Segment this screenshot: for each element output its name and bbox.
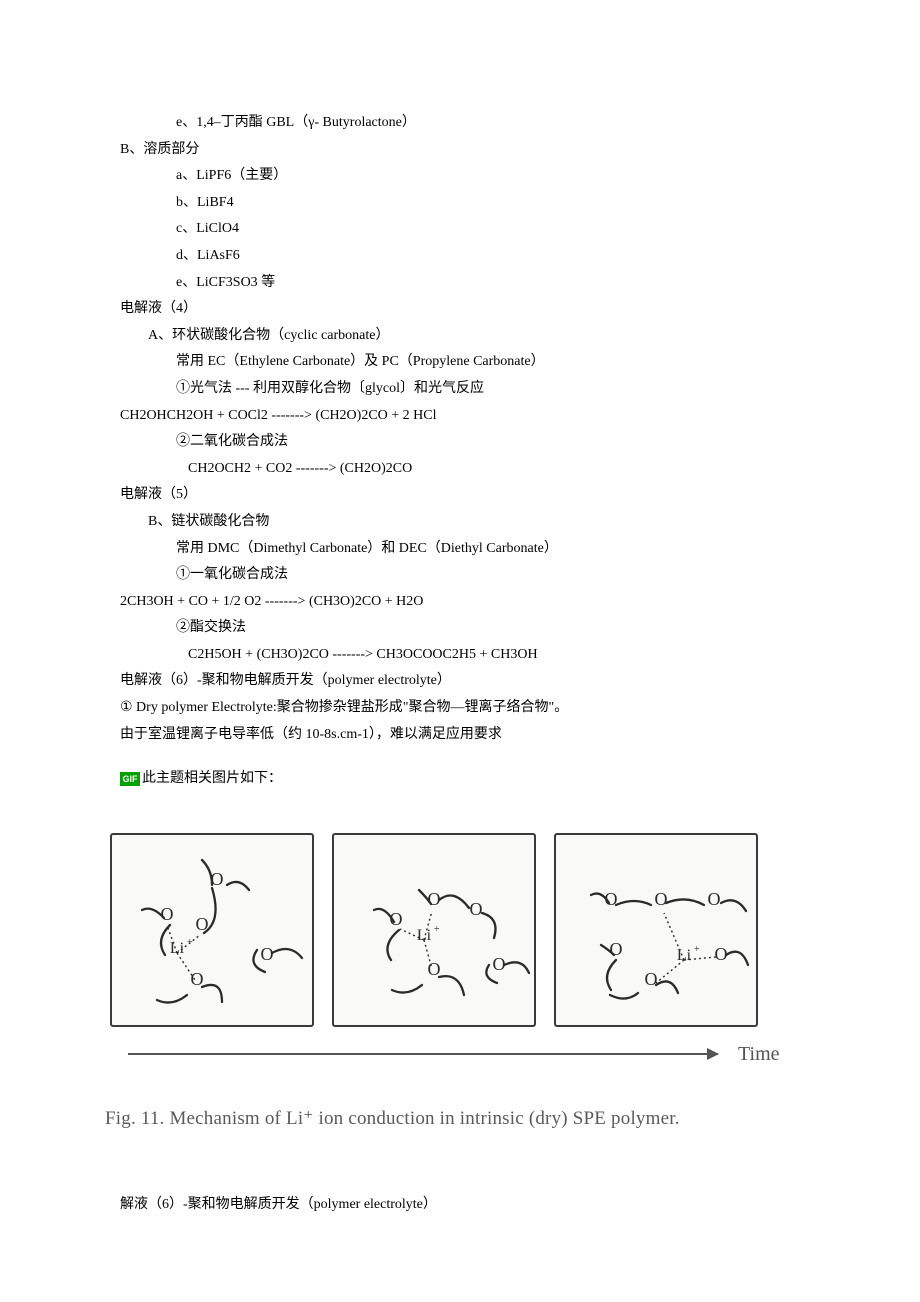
time-arrow	[128, 1053, 718, 1055]
text-line: CH2OCH2 + CO2 -------> (CH2O)2CO	[120, 456, 800, 483]
figure-panel: O O O O O O Li+	[554, 833, 758, 1027]
text-line: 常用 EC（Ethylene Carbonate）及 PC（Propylene …	[120, 349, 800, 376]
text-body: e、1,4–丁丙酯 GBL（γ- Butyrolactone）B、溶质部分a、L…	[120, 110, 800, 748]
time-label: Time	[738, 1035, 780, 1073]
text-line: ①光气法 --- 利用双醇化合物〔glycol〕和光气反应	[120, 376, 800, 403]
svg-text:O: O	[610, 939, 623, 959]
text-line: 电解液（4）	[120, 296, 800, 323]
text-line: ②酯交换法	[120, 615, 800, 642]
text-line: 常用 DMC（Dimethyl Carbonate）和 DEC（Diethyl …	[120, 536, 800, 563]
footer-line: 解液（6）-聚和物电解质开发（polymer electrolyte）	[120, 1192, 800, 1219]
svg-text:+: +	[694, 944, 700, 955]
svg-text:Li: Li	[417, 927, 432, 944]
svg-text:O: O	[605, 889, 618, 909]
text-line: C2H5OH + (CH3O)2CO -------> CH3OCOOC2H5 …	[120, 642, 800, 669]
svg-text:O: O	[645, 969, 658, 989]
svg-text:O: O	[493, 954, 506, 974]
text-line: ②二氧化碳合成法	[120, 429, 800, 456]
text-line: 由于室温锂离子电导率低（约 10-8s.cm-1），难以满足应用要求	[120, 722, 800, 749]
text-line: ① Dry polymer Electrolyte:聚合物掺杂锂盐形成"聚合物—…	[120, 695, 800, 722]
gif-icon: GIF	[120, 772, 140, 786]
svg-text:O: O	[390, 909, 403, 929]
text-line: c、LiClO4	[120, 216, 800, 243]
text-line: B、链状碳酸化合物	[120, 509, 800, 536]
text-line: e、LiCF3SO3 等	[120, 270, 800, 297]
svg-text:Li: Li	[170, 940, 185, 957]
document-page: e、1,4–丁丙酯 GBL（γ- Butyrolactone）B、溶质部分a、L…	[0, 0, 920, 1279]
svg-text:O: O	[191, 969, 204, 989]
svg-text:O: O	[428, 959, 441, 979]
text-line: ①一氧化碳合成法	[120, 562, 800, 589]
svg-text:O: O	[715, 944, 728, 964]
figure-11: OOOOOLi+OOOOOLi+OOOOOOLi+ Time Fig. 11. …	[110, 833, 800, 1137]
gif-line: GIF此主题相关图片如下：	[120, 766, 800, 793]
text-line: B、溶质部分	[120, 137, 800, 164]
svg-text:O: O	[655, 889, 668, 909]
figure-panel: O O O O O Li+	[332, 833, 536, 1027]
svg-text:O: O	[196, 914, 209, 934]
svg-text:O: O	[708, 889, 721, 909]
figure-panels: OOOOOLi+OOOOOLi+OOOOOOLi+	[110, 833, 800, 1027]
text-line: a、LiPF6（主要）	[120, 163, 800, 190]
svg-text:O: O	[211, 869, 224, 889]
svg-text:Li: Li	[677, 947, 692, 964]
text-line: b、LiBF4	[120, 190, 800, 217]
text-line: 电解液（6）-聚和物电解质开发（polymer electrolyte）	[120, 668, 800, 695]
svg-text:O: O	[428, 889, 441, 909]
svg-text:+: +	[434, 924, 440, 935]
text-line: d、LiAsF6	[120, 243, 800, 270]
gif-line-text: 此主题相关图片如下：	[142, 771, 282, 786]
figure-caption: Fig. 11. Mechanism of Li⁺ ion conduction…	[105, 1101, 800, 1137]
text-line: 2CH3OH + CO + 1/2 O2 -------> (CH3O)2CO …	[120, 589, 800, 616]
time-axis: Time	[128, 1035, 800, 1073]
svg-text:O: O	[161, 904, 174, 924]
svg-text:O: O	[261, 944, 274, 964]
svg-text:O: O	[470, 899, 483, 919]
text-line: 电解液（5）	[120, 482, 800, 509]
text-line: A、环状碳酸化合物（cyclic carbonate）	[120, 323, 800, 350]
svg-text:+: +	[187, 937, 193, 948]
figure-panel: O O O O O Li+	[110, 833, 314, 1027]
text-line: CH2OHCH2OH + COCl2 -------> (CH2O)2CO + …	[120, 403, 800, 430]
text-line: e、1,4–丁丙酯 GBL（γ- Butyrolactone）	[120, 110, 800, 137]
